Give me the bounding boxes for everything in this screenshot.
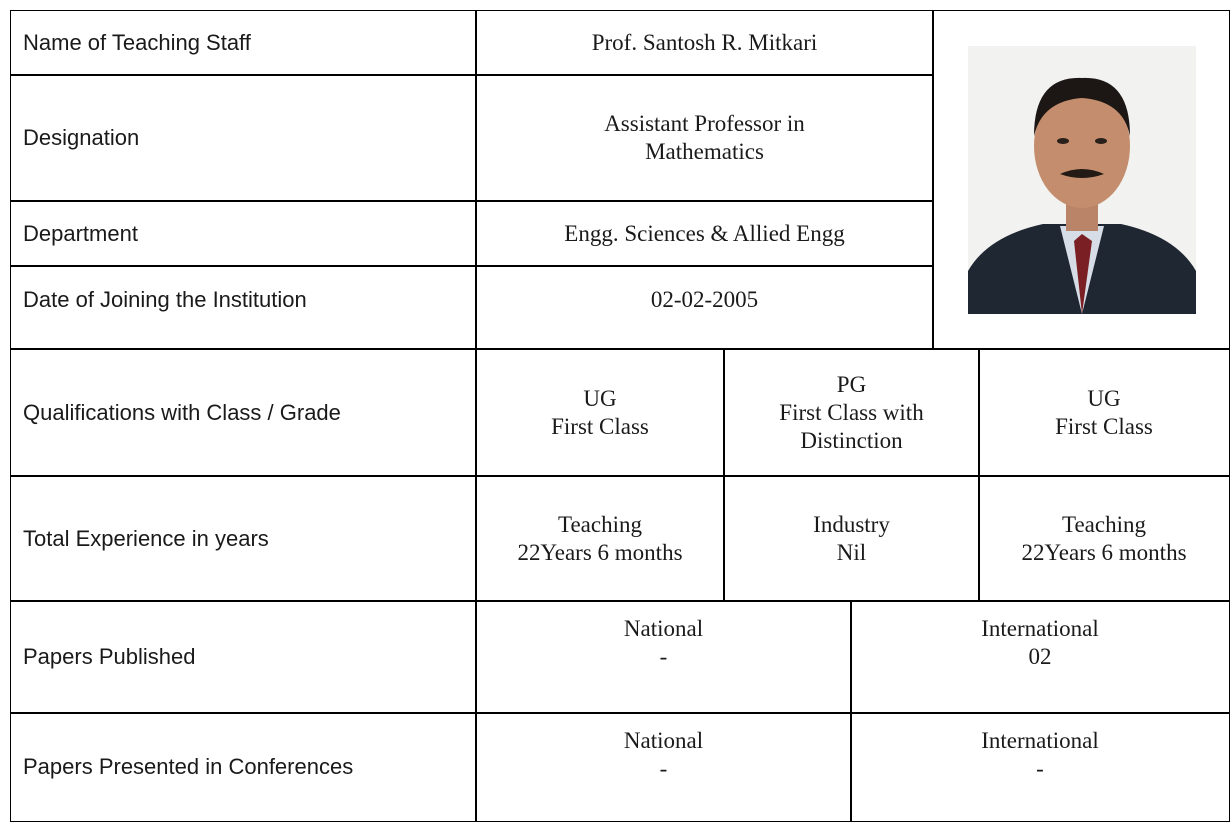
duration: 22Years 6 months — [517, 539, 683, 565]
grade: First Class with Distinction — [779, 399, 924, 453]
label: Papers Presented in Conferences — [23, 754, 354, 779]
value-cell: International - — [850, 712, 1230, 822]
duration: Nil — [836, 539, 867, 565]
label-cell: Department — [10, 200, 477, 267]
count: - — [659, 644, 668, 669]
label-cell: Name of Teaching Staff — [10, 10, 477, 76]
value-cell: UG First Class — [978, 348, 1230, 477]
label: Name of Teaching Staff — [23, 30, 251, 55]
type: Teaching — [1062, 511, 1146, 537]
heading: International — [981, 728, 1099, 753]
staff-photo — [968, 46, 1196, 314]
heading: International — [981, 616, 1099, 641]
level: UG — [1087, 385, 1121, 411]
label-cell: Qualifications with Class / Grade — [10, 348, 477, 477]
value-cell: UG First Class — [475, 348, 725, 477]
duration: 22Years 6 months — [1021, 539, 1187, 565]
count: - — [1036, 756, 1044, 781]
value-cell: Prof. Santosh R. Mitkari — [475, 10, 934, 76]
grade: First Class — [551, 413, 649, 439]
label-cell: Designation — [10, 74, 477, 202]
label: Designation — [23, 125, 140, 150]
value-cell: PG First Class with Distinction — [723, 348, 980, 477]
value: Assistant Professor in Mathematics — [604, 111, 805, 164]
count: - — [659, 756, 668, 781]
label: Papers Published — [23, 644, 196, 669]
type: Industry — [813, 511, 890, 537]
label: Qualifications with Class / Grade — [23, 399, 341, 425]
level: PG — [836, 371, 867, 397]
value: Engg. Sciences & Allied Engg — [564, 220, 845, 246]
label: Total Experience in years — [23, 525, 269, 551]
label-cell: Date of Joining the Institution — [10, 265, 477, 350]
level: UG — [583, 385, 617, 411]
value-cell: Industry Nil — [723, 475, 980, 602]
value-cell: Engg. Sciences & Allied Engg — [475, 200, 934, 267]
count: 02 — [1028, 644, 1052, 669]
value-cell: Assistant Professor in Mathematics — [475, 74, 934, 202]
label-cell: Papers Presented in Conferences — [10, 712, 477, 822]
grade: First Class — [1055, 413, 1153, 439]
label-cell: Papers Published — [10, 600, 477, 714]
value-cell: Teaching 22Years 6 months — [978, 475, 1230, 602]
value: 02-02-2005 — [650, 286, 759, 312]
value: Prof. Santosh R. Mitkari — [591, 30, 818, 55]
label-cell: Total Experience in years — [10, 475, 477, 602]
type: Teaching — [558, 511, 642, 537]
heading: National — [623, 728, 704, 753]
value-cell: Teaching 22Years 6 months — [475, 475, 725, 602]
value-cell: National - — [475, 600, 852, 714]
value-cell: International 02 — [850, 600, 1230, 714]
photo-cell — [932, 10, 1230, 350]
heading: National — [623, 616, 704, 641]
value-cell: National - — [475, 712, 852, 822]
value-cell: 02-02-2005 — [475, 265, 934, 350]
label: Date of Joining the Institution — [23, 286, 307, 312]
label: Department — [23, 220, 138, 246]
